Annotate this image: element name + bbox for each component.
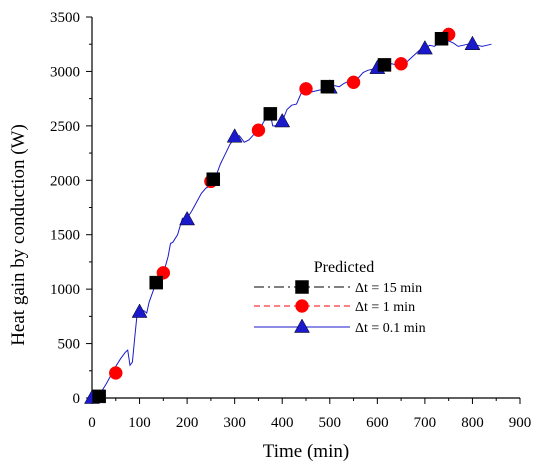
- y-tick-label: 3500: [50, 10, 80, 26]
- y-tick-label: 2000: [50, 173, 80, 189]
- x-ticks: 0 100 200 300 400 500 600 700 800 900: [88, 398, 531, 431]
- series-triangle: [84, 35, 492, 404]
- x-tick-label: 200: [176, 415, 199, 431]
- x-axis-title: Time (min): [263, 441, 349, 462]
- series-line-triangle: [91, 40, 492, 399]
- y-tick-label: 500: [58, 337, 81, 353]
- series-layer: [84, 27, 492, 404]
- y-tick-label: 3000: [50, 64, 80, 80]
- legend-entry: Δt = 0.1 min: [254, 318, 426, 336]
- marker-square: [206, 172, 221, 186]
- legend-label: Δt = 1 min: [355, 300, 415, 315]
- x-tick-label: 600: [366, 415, 389, 431]
- legend-marker-triangle: [294, 318, 310, 333]
- y-tick-label: 1500: [50, 228, 80, 244]
- marker-circle: [394, 57, 408, 71]
- legend-marker-square: [295, 280, 309, 294]
- legend: Predicted Δt = 15 min Δt = 1 min Δt = 0.1 …: [254, 259, 426, 336]
- marker-square: [377, 58, 392, 72]
- legend-title: Predicted: [314, 259, 374, 276]
- plot-area: 0 100 200 300 400 500 600 700 800 900 0 500 1000 150…: [50, 10, 531, 431]
- marker-triangle: [416, 40, 433, 55]
- marker-triangle: [274, 112, 291, 128]
- legend-entries: Δt = 15 min Δt = 1 min Δt = 0.1 min: [254, 280, 426, 336]
- marker-square: [263, 107, 278, 121]
- legend-marker-circle: [295, 299, 309, 313]
- legend-label: Δt = 0.1 min: [355, 321, 426, 336]
- y-tick-label: 1000: [50, 282, 80, 298]
- marker-square: [149, 275, 163, 290]
- x-tick-label: 100: [128, 415, 151, 431]
- legend-entry: Δt = 15 min: [254, 280, 422, 296]
- x-tick-label: 800: [461, 415, 484, 431]
- x-tick-label: 0: [88, 415, 96, 431]
- marker-triangle: [226, 128, 243, 143]
- y-tick-label: 0: [73, 391, 81, 407]
- marker-square: [92, 389, 106, 404]
- x-tick-label: 500: [319, 415, 342, 431]
- x-tick-label: 700: [414, 415, 437, 431]
- x-tick-label: 400: [271, 415, 294, 431]
- marker-circle: [251, 123, 266, 137]
- legend-entry: Δt = 1 min: [254, 299, 415, 315]
- y-tick-label: 2500: [50, 119, 80, 135]
- marker-triangle: [464, 35, 481, 50]
- marker-triangle: [179, 210, 196, 226]
- x-tick-label: 900: [509, 415, 532, 431]
- marker-circle: [109, 366, 123, 380]
- marker-triangle: [131, 303, 148, 318]
- series-square: [92, 32, 449, 404]
- x-tick-label: 300: [223, 415, 246, 431]
- marker-circle: [299, 82, 313, 96]
- marker-square: [320, 79, 335, 94]
- legend-label: Δt = 15 min: [355, 281, 422, 296]
- marker-square: [434, 32, 449, 46]
- y-ticks: 0 500 1000 1500 2000 2500 3000 3500: [50, 10, 92, 407]
- y-axis-title: Heat gain by conduction (W): [8, 124, 29, 346]
- marker-circle: [346, 75, 361, 90]
